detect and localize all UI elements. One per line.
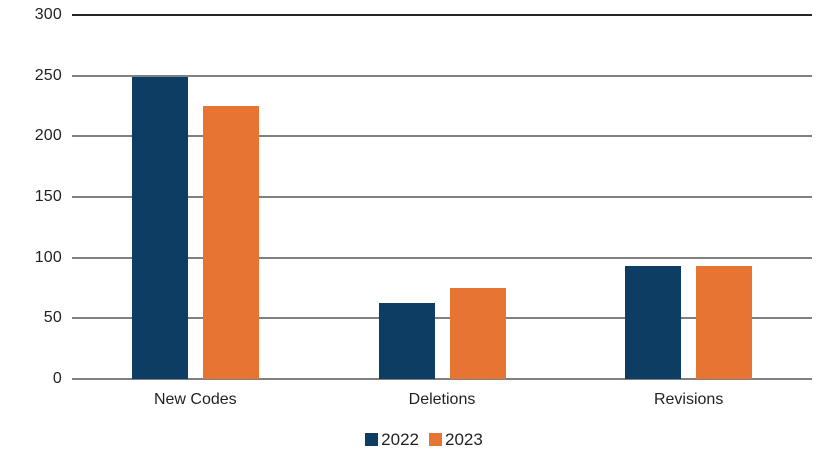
gridline-100 — [72, 256, 812, 259]
y-axis-tick-label: 300 — [34, 6, 62, 23]
bar-2022-deletions — [378, 302, 435, 379]
x-axis-category-label: Revisions — [653, 391, 724, 408]
legend-item-2023: 2023 — [429, 431, 483, 448]
y-axis-tick-label: 200 — [34, 127, 62, 145]
bar-2023-deletions — [449, 288, 506, 379]
bar-2023-revisions — [696, 266, 753, 379]
x-axis-category-label: New Codes — [153, 391, 237, 408]
gridline-150 — [72, 196, 812, 198]
y-axis-tick-label: 250 — [34, 66, 62, 84]
gridline-200 — [72, 135, 812, 138]
gridline-300 — [72, 14, 812, 16]
legend-item-2022: 2022 — [365, 431, 419, 448]
y-axis-tick-label: 100 — [34, 248, 62, 266]
y-axis-tick-label: 150 — [34, 188, 62, 205]
gridline-250 — [72, 74, 812, 77]
legend-swatch-2022 — [365, 433, 379, 446]
legend-label: 2023 — [445, 430, 483, 449]
bar-2022-new-codes — [131, 76, 188, 379]
bar-2022-revisions — [625, 266, 682, 379]
bar-2023-new-codes — [202, 106, 259, 379]
y-axis-tick-label: 50 — [43, 309, 62, 327]
y-axis-tick-label: 0 — [52, 370, 62, 387]
legend-label: 2022 — [381, 430, 419, 449]
gridline-0 — [72, 378, 812, 380]
gridline-50 — [72, 317, 812, 320]
x-axis-category-label: Deletions — [408, 391, 476, 408]
legend: 2022 2023 — [0, 431, 840, 448]
legend-swatch-2023 — [429, 433, 442, 446]
